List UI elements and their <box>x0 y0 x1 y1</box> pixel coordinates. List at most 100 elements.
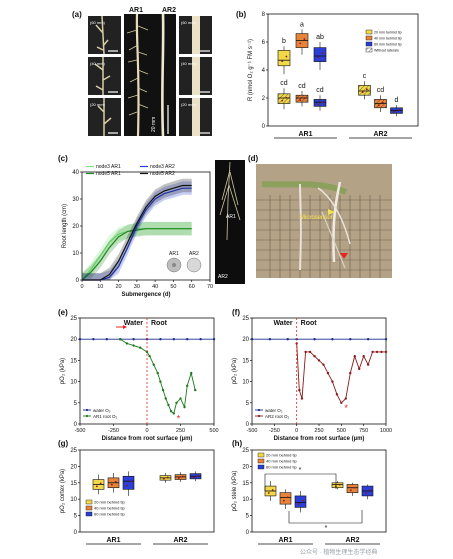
y-tick-label: 5 <box>246 514 250 520</box>
photo-tile <box>88 16 121 54</box>
data-point <box>285 96 288 99</box>
chart-h: 0 5 10 15 20 25 pO₂ stele (kPa) AR1 AR2 20 mm beh… <box>232 448 387 545</box>
x-tick-label: -500 <box>74 428 85 434</box>
data-point <box>335 393 339 396</box>
confidence-band <box>82 221 192 280</box>
photo-background <box>256 164 392 278</box>
y-tick-label: 5 <box>246 401 250 407</box>
data-point <box>78 338 82 341</box>
data-point <box>308 350 312 354</box>
y-tick-label: 15 <box>70 358 77 364</box>
data-point <box>186 384 189 388</box>
inset-label-ar1: AR1 <box>169 251 179 257</box>
cross-section-core <box>172 263 176 267</box>
panel-a-right-tiles: (60 mm) (40 mm) (20 mm) <box>179 16 212 136</box>
data-point <box>125 342 129 345</box>
x-tick-label: 30 <box>134 284 140 290</box>
chart-c: 0 10 20 30 40 Root length (cm) 0 10 20 30 40 50 60 70… <box>62 164 213 298</box>
legend-label: water O₂ <box>265 408 283 413</box>
data-point <box>338 483 341 486</box>
legend-label: 60 mm behind tip <box>374 43 402 47</box>
data-point <box>317 56 320 59</box>
data-point <box>132 338 135 341</box>
x-tick-label: 40 <box>152 284 158 290</box>
panel-c-side-image: AR1 AR2 <box>215 160 245 284</box>
data-point <box>384 338 388 341</box>
panel-f: (f) 0 5 10 15 20 25 pO₂ (kPa) -500 -250 0 250 500 75… <box>232 308 392 442</box>
x-tick-label: 50 <box>170 284 176 290</box>
data-point <box>267 492 270 494</box>
data-point <box>297 503 300 505</box>
legend-swatch <box>257 452 265 458</box>
data-point <box>159 338 162 341</box>
data-point <box>250 338 254 341</box>
y-tick-label: 0 <box>74 530 78 536</box>
y-tick-label: 40 <box>72 170 79 176</box>
chart-g: 0 5 10 15 20 25 pO₂ cortex (kPa) AR1 AR2 20 mm be… <box>60 448 215 545</box>
box <box>122 475 135 490</box>
x-axis-label: Distance from root surface (µm) <box>102 436 193 442</box>
arrow-head-icon <box>123 325 127 329</box>
y-axis-label: pO₂ (kPa) <box>60 358 66 384</box>
significance-letter: cd <box>316 87 324 94</box>
data-point <box>181 475 184 478</box>
y-axis-label: R (nmol O₂ g⁻¹ FM s⁻¹) <box>248 39 254 101</box>
x-tick-label: 0 <box>295 428 298 434</box>
data-point <box>398 109 400 111</box>
y-tick-label: 0 <box>246 422 250 428</box>
box <box>346 484 359 493</box>
legend-label: node5 AR2 <box>150 171 175 177</box>
significance-bracket <box>264 473 337 491</box>
legend-label: AR2 root O₂ <box>265 414 290 419</box>
x-tick-label: 0 <box>80 284 83 290</box>
box <box>279 492 292 505</box>
legend-swatch <box>365 41 373 47</box>
panel-b: (b) 0 2 4 6 8 R (nmol O₂ g⁻¹ FM s⁻¹) AR1 AR2 b a a… <box>236 10 419 139</box>
x-tick-label: 500 <box>209 428 218 434</box>
significance-asterisk: * <box>299 467 302 474</box>
data-point <box>361 91 364 94</box>
y-tick-label: 8 <box>262 12 266 18</box>
data-point <box>156 371 159 375</box>
data-point <box>298 388 301 392</box>
legend-label: node3 AR2 <box>150 164 175 170</box>
tile-label: (40 mm) <box>181 61 197 66</box>
y-tick-label: 6 <box>262 40 266 46</box>
data-point <box>119 338 122 341</box>
legend-label: 40 mm behind tip <box>94 506 125 511</box>
x-axis-label: Distance from root surface (µm) <box>274 436 365 442</box>
data-point <box>321 101 324 104</box>
y-tick-label: 0 <box>262 124 266 130</box>
legend-marker <box>85 408 89 412</box>
data-point <box>299 99 302 101</box>
data-point <box>286 496 289 499</box>
tile-label: (20 mm) <box>90 102 106 107</box>
watermark: 公众号 · 植物生理生态学经典 <box>300 548 377 556</box>
data-point <box>129 480 132 483</box>
y-tick-label: 20 <box>242 337 249 343</box>
data-point <box>167 403 170 407</box>
data-point <box>196 474 199 477</box>
data-point <box>349 371 352 375</box>
x-group-label: AR2 <box>373 131 387 138</box>
y-tick-label: 20 <box>242 464 249 470</box>
side-image-label-ar1: AR1 <box>226 214 236 220</box>
y-tick-label: 30 <box>72 197 79 203</box>
panel-c-letter: (c) <box>58 154 68 163</box>
legend-label: 40 mm behind tip <box>374 37 402 41</box>
data-point <box>192 476 195 479</box>
x-axis-label: Submergence (d) <box>121 292 170 298</box>
box-hatch <box>278 93 290 104</box>
panel-a-col-label-ar1: AR1 <box>129 7 143 14</box>
legend-label: 20 mm behind tip <box>374 31 402 35</box>
tile-label: (60 mm) <box>181 20 197 25</box>
legend-marker <box>257 408 261 412</box>
y-tick-label: 15 <box>242 358 249 364</box>
y-axis-label: pO₂ (kPa) <box>232 358 238 384</box>
data-point <box>364 492 367 494</box>
y-tick-label: 20 <box>70 464 77 470</box>
series-line <box>81 228 192 281</box>
data-point <box>317 359 321 362</box>
y-tick-label: 0 <box>74 422 78 428</box>
